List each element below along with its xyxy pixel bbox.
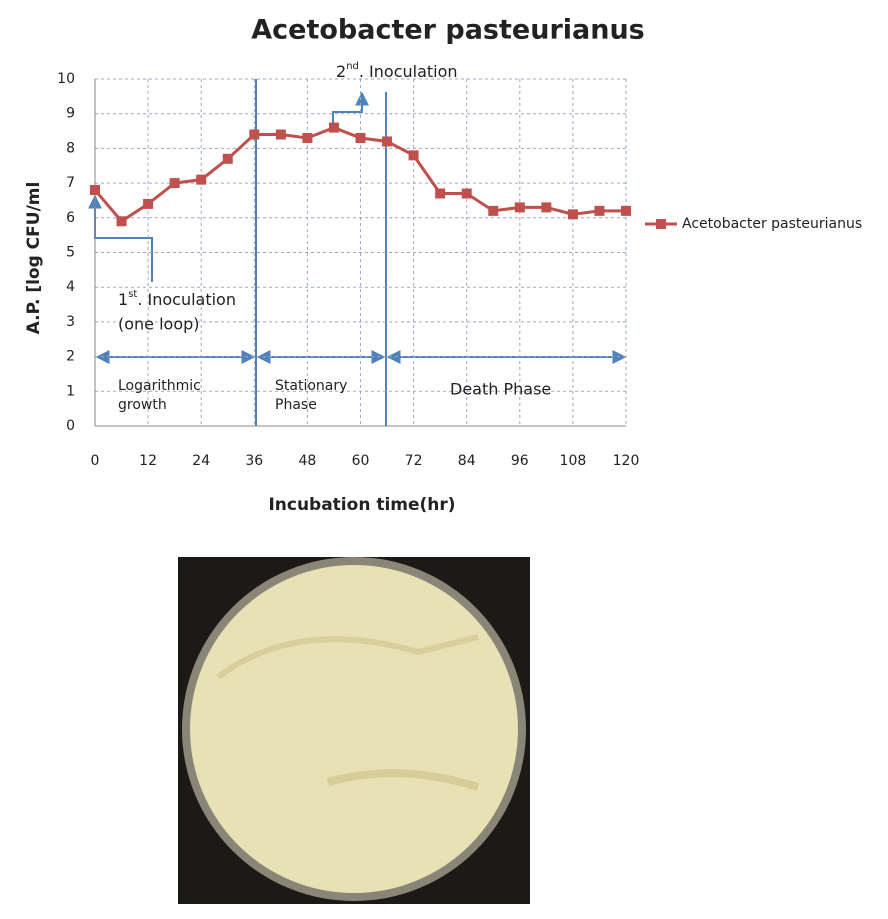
x-tick-label: 36 (245, 453, 263, 469)
phase-label: Logarithmic (118, 378, 201, 394)
y-tick-label: 8 (66, 140, 75, 156)
streak (216, 634, 479, 680)
x-tick-label: 84 (458, 453, 476, 469)
x-tick-label: 24 (192, 453, 210, 469)
phase-label: Death Phase (450, 380, 551, 399)
annotation-part: 2 (336, 62, 346, 81)
data-point (249, 129, 260, 140)
photo-drawing (182, 557, 526, 901)
annotation-part: . Inoculation (359, 62, 458, 81)
data-point (514, 202, 525, 213)
data-point (169, 178, 180, 189)
annotation-part: st (128, 289, 137, 300)
y-tick-label: 6 (66, 210, 75, 226)
y-tick-label: 2 (66, 349, 75, 365)
x-tick-label: 48 (298, 453, 316, 469)
data-point (222, 153, 233, 164)
phase-label: Phase (275, 397, 317, 413)
inoculation-arrow (332, 91, 369, 128)
annotation: 2nd. Inoculation (336, 61, 458, 81)
annotation-part: 1 (118, 290, 128, 309)
y-tick-label: 4 (66, 279, 75, 295)
x-tick-label: 0 (91, 453, 100, 469)
y-tick-label: 3 (66, 314, 75, 330)
x-tick-label: 108 (560, 453, 587, 469)
legend-marker (656, 219, 666, 229)
data-point (408, 150, 419, 161)
data-point (355, 132, 366, 143)
y-tick-label: 10 (57, 71, 75, 87)
streak (326, 769, 480, 791)
agar (190, 565, 518, 893)
data-point (435, 188, 446, 199)
data-point (116, 216, 127, 227)
data-point (594, 205, 605, 216)
data-point (143, 198, 154, 209)
chart: Acetobacter pasteurianus Incubation time… (24, 15, 862, 516)
annotation-part: nd (346, 61, 359, 72)
y-tick-label: 9 (66, 106, 75, 122)
data-point (90, 185, 100, 196)
data-point (488, 205, 499, 216)
y-tick-label: 0 (66, 418, 75, 434)
petri-dish-photo (178, 557, 530, 904)
y-axis-title: A.P. [log CFU/ml (24, 182, 44, 335)
data-point (621, 205, 631, 216)
data-point (567, 209, 578, 220)
data-point (196, 174, 207, 185)
data-point (461, 188, 472, 199)
legend-label: Acetobacter pasteurianus (682, 216, 862, 232)
x-tick-label: 12 (139, 453, 157, 469)
y-tick-label: 1 (66, 383, 75, 399)
annotation: (one loop) (118, 315, 200, 334)
data-point (302, 132, 313, 143)
x-tick-label: 120 (613, 453, 640, 469)
phase-label: Stationary (275, 378, 347, 394)
x-axis-title: Incubation time(hr) (268, 495, 455, 515)
phase-label: growth (118, 397, 167, 413)
y-tick-label: 5 (66, 245, 75, 261)
chart-title: Acetobacter pasteurianus (251, 15, 645, 46)
annotation-part: . Inoculation (137, 290, 236, 309)
annotation: 1st. Inoculation (118, 289, 236, 309)
x-tick-label: 72 (405, 453, 423, 469)
x-tick-label: 96 (511, 453, 529, 469)
data-point (328, 122, 339, 133)
x-tick-label: 60 (352, 453, 370, 469)
y-tick-label: 7 (66, 175, 75, 191)
data-point (382, 136, 393, 147)
data-point (275, 129, 286, 140)
data-point (541, 202, 552, 213)
